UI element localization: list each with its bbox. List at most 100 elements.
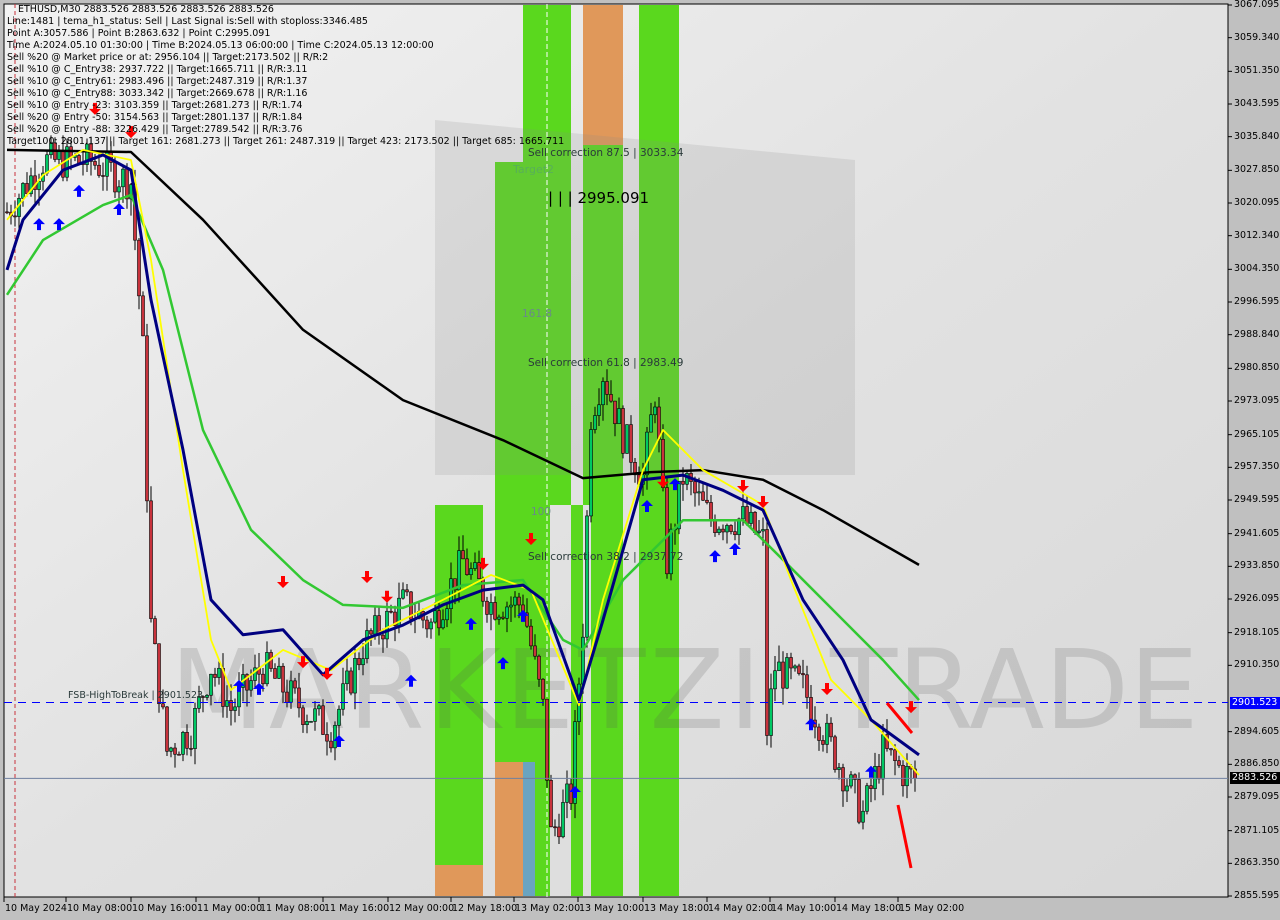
sell-arrow-icon bbox=[737, 479, 749, 492]
candle-body bbox=[249, 680, 253, 691]
candle-body bbox=[817, 726, 821, 741]
candle-body bbox=[461, 550, 465, 560]
buy-arrow-icon bbox=[465, 617, 477, 630]
candle-body bbox=[57, 150, 61, 160]
candle-body bbox=[693, 481, 697, 494]
candle-body bbox=[13, 215, 17, 218]
candle-body bbox=[485, 600, 489, 615]
candle-body bbox=[325, 734, 329, 742]
candle-body bbox=[449, 578, 453, 609]
price-tick-label: 2863.350 bbox=[1234, 857, 1280, 869]
candle-body bbox=[517, 596, 521, 606]
buy-arrow-icon bbox=[253, 682, 265, 695]
sell-arrow-icon bbox=[89, 102, 101, 115]
candle-body bbox=[605, 381, 609, 395]
candle-body bbox=[341, 683, 345, 710]
sell-arrow-icon bbox=[321, 667, 333, 680]
candle-body bbox=[317, 705, 321, 710]
candle-body bbox=[545, 698, 549, 781]
candle-body bbox=[873, 766, 877, 789]
fsb-high-to-break-label: FSB-HighToBreak | 2901.523 bbox=[68, 690, 204, 701]
candle-body bbox=[393, 611, 397, 626]
candle-body bbox=[849, 774, 853, 787]
candle-body bbox=[129, 184, 133, 200]
buy-arrow-icon bbox=[729, 542, 741, 555]
time-tick-label: 13 May 18:00 bbox=[644, 903, 710, 914]
candle-body bbox=[513, 596, 517, 606]
candle-body bbox=[361, 658, 365, 666]
candle-body bbox=[453, 578, 457, 591]
time-tick-label: 15 May 02:00 bbox=[899, 903, 965, 914]
buy-arrow-icon bbox=[405, 674, 417, 687]
info-line: Sell %20 @ Entry -50: 3154.563 || Target… bbox=[7, 112, 303, 123]
price-tick-label: 2871.105 bbox=[1234, 824, 1280, 836]
candle-body bbox=[585, 515, 589, 638]
candle-body bbox=[809, 697, 813, 721]
candle-body bbox=[441, 619, 445, 629]
candle-body bbox=[101, 175, 105, 177]
candle-body bbox=[529, 625, 533, 647]
zone-rect bbox=[435, 865, 483, 896]
zone-rect bbox=[583, 5, 623, 145]
candle-body bbox=[565, 783, 569, 803]
time-tick-label: 10 May 16:00 bbox=[132, 903, 198, 914]
candle-body bbox=[345, 670, 349, 685]
candle-body bbox=[741, 506, 745, 520]
buy-arrow-icon bbox=[805, 718, 817, 731]
buy-arrow-icon bbox=[53, 218, 65, 231]
info-line: Point A:3057.586 | Point B:2863.632 | Po… bbox=[7, 28, 271, 39]
candle-body bbox=[25, 183, 29, 195]
candle-body bbox=[169, 747, 173, 752]
candle-body bbox=[765, 529, 769, 736]
sell-arrow-icon bbox=[361, 570, 373, 583]
zone-rect bbox=[495, 762, 523, 896]
candle-body bbox=[609, 394, 613, 402]
candle-body bbox=[381, 634, 385, 640]
candle-body bbox=[373, 615, 377, 635]
candle-body bbox=[553, 826, 557, 829]
candle-body bbox=[477, 562, 481, 579]
candle-body bbox=[253, 667, 257, 681]
candle-body bbox=[145, 335, 149, 502]
price-tick-label: 3067.095 bbox=[1234, 0, 1280, 10]
info-line: Sell %10 @ C_Entry61: 2983.496 || Target… bbox=[7, 76, 308, 87]
candle-body bbox=[245, 674, 249, 691]
candle-body bbox=[601, 381, 605, 406]
candle-body bbox=[581, 636, 585, 685]
candle-body bbox=[445, 608, 449, 621]
candle-body bbox=[121, 168, 125, 188]
price-tick-label: 2980.850 bbox=[1234, 362, 1280, 374]
price-tick-label: 2855.595 bbox=[1234, 890, 1280, 901]
candle-body bbox=[329, 740, 333, 749]
time-tick-label: 11 May 16:00 bbox=[324, 903, 390, 914]
candle-body bbox=[629, 424, 633, 463]
candle-body bbox=[389, 610, 393, 613]
info-line: Sell %20 @ Market price or at: 2956.104 … bbox=[7, 52, 329, 63]
candle-body bbox=[893, 749, 897, 761]
candle-body bbox=[861, 810, 865, 823]
candle-body bbox=[761, 529, 765, 532]
candle-body bbox=[217, 667, 221, 678]
price-tick-label: 3020.095 bbox=[1234, 197, 1280, 208]
candle-body bbox=[365, 630, 369, 659]
candle-body bbox=[277, 665, 281, 679]
candle-body bbox=[757, 530, 761, 533]
candle-body bbox=[733, 531, 737, 536]
candle-body bbox=[77, 155, 81, 164]
candle-body bbox=[561, 802, 565, 838]
candle-body bbox=[173, 747, 177, 755]
candle-body bbox=[785, 657, 789, 689]
candle-body bbox=[905, 765, 909, 787]
time-tick-label: 14 May 10:00 bbox=[771, 903, 837, 914]
sell-correction-61-8: Sell correction 61.8 | 2983.49 bbox=[528, 357, 684, 369]
candle-body bbox=[593, 415, 597, 430]
sell-arrow-icon bbox=[821, 683, 833, 696]
candle-body bbox=[369, 630, 373, 635]
time-tick-label: 14 May 18:00 bbox=[836, 903, 902, 914]
candle-body bbox=[305, 721, 309, 725]
price-tick-label: 3043.595 bbox=[1234, 98, 1280, 109]
trend-line-red-2 bbox=[896, 804, 913, 869]
candle-body bbox=[149, 500, 153, 619]
candle-body bbox=[717, 528, 721, 533]
